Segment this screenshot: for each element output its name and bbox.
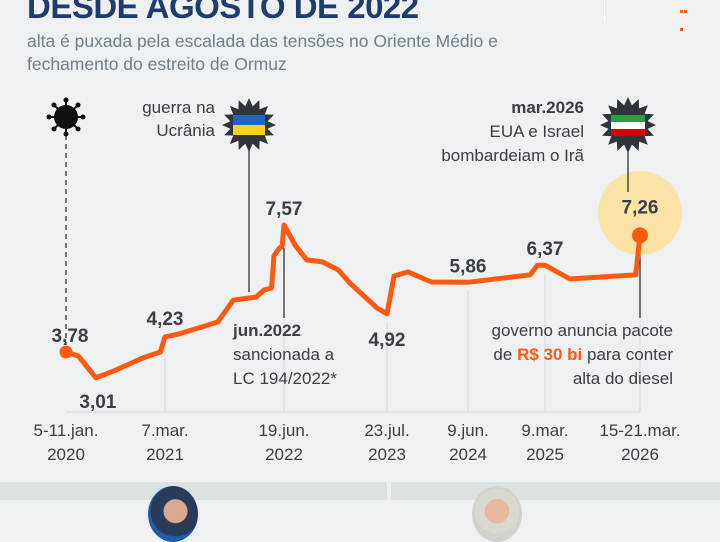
price-chart: 5-11.jan. 2020 7.mar. 2021 19.jun. 2022 23.jul… [34, 97, 682, 464]
virus-icon [46, 97, 86, 137]
chart-title: DESDE AGOSTO DE 2022 [27, 0, 419, 25]
x-tick-label: 19.jun. [258, 421, 309, 440]
x-tick-label: 2025 [526, 445, 564, 464]
data-label: 4,92 [369, 330, 406, 351]
iran-annotation: EUA e Israel [490, 122, 585, 141]
pacote-annotation: de R$ 30 bi para conter [493, 345, 673, 364]
x-tick-label: 9.mar. [521, 421, 568, 440]
government-band-lula [391, 482, 720, 500]
x-tick-label: 15-21.mar. [599, 421, 680, 440]
x-tick-label: 9.jun. [447, 421, 489, 440]
iran-annotation-title: mar.2026 [511, 98, 584, 117]
data-label: 3,01 [79, 392, 116, 413]
ukraine-flag-icon [233, 115, 265, 125]
x-tick-label: 23.jul. [364, 421, 409, 440]
pacote-text: para conter [582, 345, 673, 364]
pacote-value-highlight: R$ 30 bi [517, 345, 582, 364]
x-tick-label: 5-11.jan. [34, 421, 99, 440]
x-tick-label: 2023 [368, 445, 406, 464]
lc-annotation-title: jun.2022 [232, 321, 301, 340]
data-label: 5,86 [450, 256, 487, 277]
logo-icon [680, 0, 690, 31]
iran-flag-icon [611, 129, 645, 136]
start-point-marker [59, 345, 73, 359]
iran-flag-icon [611, 115, 645, 122]
pacote-annotation: governo anuncia pacote [492, 321, 673, 340]
x-tick-label: 2024 [449, 445, 487, 464]
x-tick-label: 2026 [621, 445, 659, 464]
lc-annotation: LC 194/2022* [233, 369, 337, 388]
end-point-marker [632, 227, 648, 244]
ukraine-annotation: Ucrânia [156, 121, 215, 140]
president-photo-lula [472, 486, 522, 542]
government-band-bolsonaro [0, 482, 387, 500]
x-tick-label: 2021 [146, 445, 184, 464]
x-tick-label: 2020 [47, 445, 85, 464]
highlight-circle [598, 171, 682, 255]
data-label: 7,26 [622, 197, 659, 218]
x-tick-label: 2022 [265, 445, 303, 464]
divider [604, 0, 605, 22]
data-label: 6,37 [527, 239, 564, 260]
lc-annotation: sancionada a [233, 345, 335, 364]
ukraine-annotation: guerra na [142, 98, 215, 117]
chart-subtitle: alta é puxada pela escalada das tensões … [27, 31, 498, 74]
price-line [63, 222, 643, 381]
data-label: 3,78 [52, 326, 89, 347]
pacote-text: de [493, 345, 517, 364]
president-photo-bolsonaro [148, 486, 198, 542]
iran-flag-icon [611, 122, 645, 129]
data-label: 7,57 [266, 199, 303, 220]
x-tick-label: 7.mar. [141, 421, 188, 440]
iran-annotation: bombardeiam o Irã [441, 146, 584, 165]
data-label: 4,23 [147, 309, 184, 330]
pacote-annotation: alta do diesel [573, 369, 673, 388]
ukraine-flag-icon [233, 125, 265, 135]
